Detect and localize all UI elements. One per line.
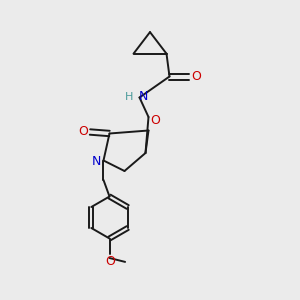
Text: N: N bbox=[138, 90, 148, 103]
Text: O: O bbox=[78, 125, 88, 139]
Text: O: O bbox=[150, 115, 160, 128]
Text: O: O bbox=[105, 255, 115, 268]
Text: H: H bbox=[124, 92, 133, 102]
Text: O: O bbox=[191, 70, 201, 83]
Text: N: N bbox=[92, 155, 101, 168]
